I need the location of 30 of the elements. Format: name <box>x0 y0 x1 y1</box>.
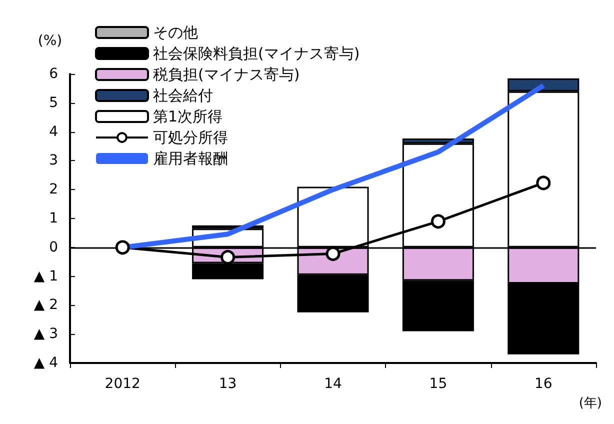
x-tick-label: 14 <box>324 376 342 392</box>
point <box>326 246 340 262</box>
point <box>430 214 446 229</box>
legend-label: 税負担(マイナス寄与) <box>153 66 300 84</box>
point <box>115 240 130 255</box>
legend-label: 第1次所得 <box>153 108 223 126</box>
x-tick-label: 13 <box>218 376 237 392</box>
y-tick-label: 0 <box>49 239 58 256</box>
legend-label: 社会保険料負担(マイナス寄与) <box>153 44 360 62</box>
x-tick-label: 16 <box>534 376 552 392</box>
x-axis-title: (年) <box>578 396 602 411</box>
legend-label: その他 <box>153 24 198 42</box>
point <box>220 250 236 264</box>
y-tick-label: ▲ 3 <box>34 326 58 342</box>
legend-label: 雇用者報酬 <box>153 150 228 168</box>
y-tick-label: 2 <box>49 182 58 198</box>
y-axis-title: (%) <box>38 33 62 49</box>
y-tick-label: ▲ 4 <box>34 355 58 371</box>
y-tick-label: 3 <box>49 152 58 169</box>
legend-label: 社会給付 <box>153 86 213 104</box>
y-tick-label: ▲ 2 <box>34 297 58 314</box>
y-tick-label: ▲ 1 <box>34 268 58 284</box>
x-tick-label: 15 <box>429 376 448 392</box>
point <box>536 176 551 190</box>
y-tick-label: 6 <box>49 66 58 82</box>
legend-label: 可処分所得 <box>153 128 228 146</box>
y-tick-label: 1 <box>49 210 58 226</box>
y-tick-label: 4 <box>49 124 58 140</box>
y-tick-label: 5 <box>49 94 58 111</box>
x-tick-label: 2012 <box>104 376 140 392</box>
